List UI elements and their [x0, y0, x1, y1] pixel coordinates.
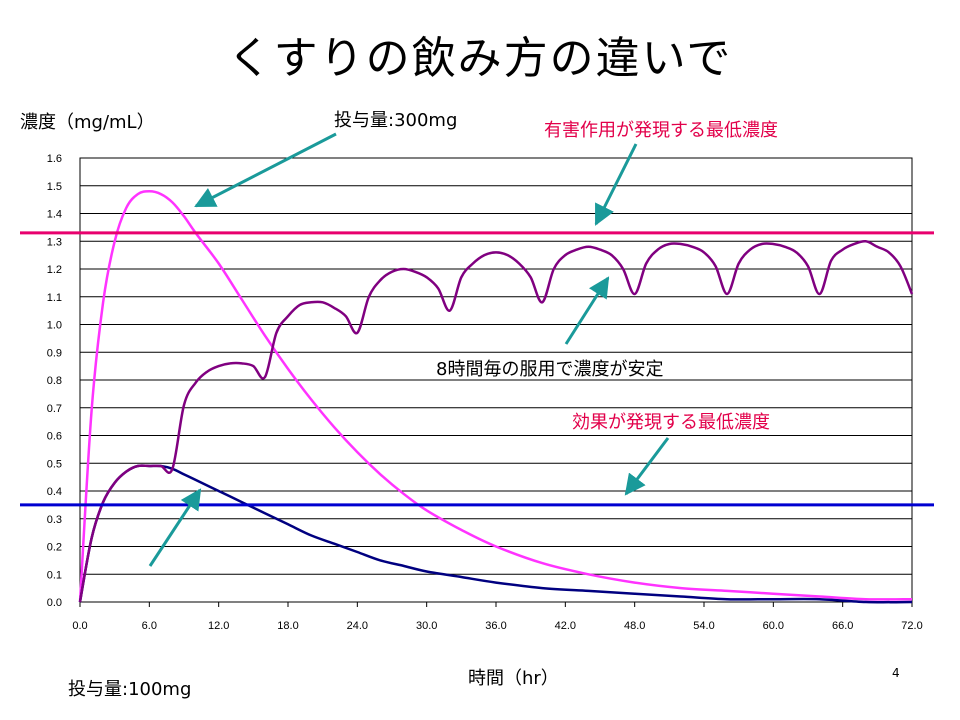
x-tick-label: 72.0 [901, 620, 922, 632]
y-tick-label: 0.0 [47, 597, 62, 609]
x-tick-labels: 0.0 6.0 12.0 18.0 24.0 30.0 36.0 42.0 48.0 54.0 60… [72, 602, 923, 632]
arrow-toxic-threshold [594, 143, 638, 226]
effective-threshold-label: 効果が発現する最低濃度 [572, 412, 770, 433]
y-tick-label: 1.3 [47, 236, 62, 248]
y-tick-label: 0.5 [47, 458, 62, 470]
dose-300-label: 投与量:300mg [334, 110, 458, 131]
x-tick-label: 0.0 [72, 620, 87, 632]
arrow-dose-100 [148, 488, 202, 567]
x-tick-label: 18.0 [277, 620, 298, 632]
y-tick-label: 0.8 [47, 375, 62, 387]
y-tick-label: 0.1 [47, 569, 62, 581]
y-tick-label: 1.4 [47, 209, 62, 221]
x-axis-label: 時間（hr） [468, 668, 559, 689]
x-tick-label: 36.0 [485, 620, 506, 632]
threshold-lines [20, 231, 934, 507]
x-tick-label: 60.0 [763, 620, 784, 632]
series-line-1 [78, 190, 913, 603]
x-tick-label: 30.0 [416, 620, 437, 632]
series-line-2 [78, 464, 913, 604]
x-tick-label: 12.0 [208, 620, 229, 632]
y-tick-label: 1.2 [47, 264, 62, 276]
y-tick-label: 0.7 [47, 403, 62, 415]
x-tick-label: 66.0 [832, 620, 853, 632]
x-tick-label: 48.0 [624, 620, 645, 632]
x-tick-label: 42.0 [555, 620, 576, 632]
y-axis-label: 濃度（mg/mL） [20, 112, 155, 133]
y-tick-label: 0.4 [47, 486, 62, 498]
y-tick-labels: 0.0 0.1 0.2 0.3 0.4 0.5 0.6 0.7 0.8 0.9 1.0 1.1 1.2 1… [47, 153, 62, 609]
y-tick-label: 0.2 [47, 542, 62, 554]
y-tick-label: 1.0 [47, 320, 62, 332]
x-tick-label: 24.0 [347, 620, 368, 632]
y-tick-label: 0.3 [47, 514, 62, 526]
grid-lines [79, 157, 913, 603]
dose-100-label: 投与量:100mg [68, 679, 192, 700]
arrow-effective-threshold [624, 437, 670, 496]
arrow-dose-300 [194, 132, 337, 208]
slide-title: くすりの飲み方の違いで [227, 33, 733, 84]
annotation-arrows [148, 132, 670, 567]
y-tick-label: 1.6 [47, 153, 62, 165]
arrow-steady-state [564, 276, 610, 345]
steady-state-label: 8時間毎の服用で濃度が安定 [436, 359, 664, 380]
toxic-threshold-label: 有害作用が発現する最低濃度 [544, 120, 778, 141]
y-tick-label: 0.9 [47, 347, 62, 359]
y-tick-label: 1.1 [47, 292, 62, 304]
y-tick-label: 1.5 [47, 181, 62, 193]
y-tick-label: 0.6 [47, 431, 62, 443]
series-line-3 [78, 239, 914, 603]
page-number: 4 [892, 666, 900, 680]
x-tick-label: 54.0 [693, 620, 714, 632]
x-tick-label: 6.0 [142, 620, 157, 632]
series-lines [78, 190, 914, 604]
